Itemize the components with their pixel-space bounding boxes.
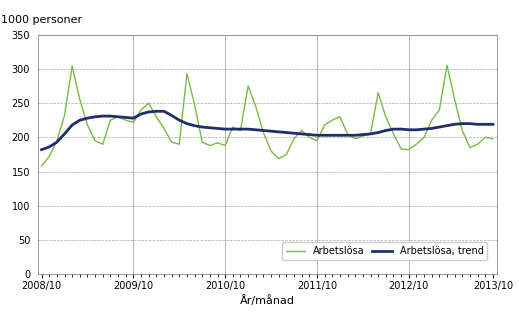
- Arbetslösa, trend: [161, 110, 167, 113]
- Arbetslösa, trend: [38, 148, 45, 152]
- Arbetslösa: [444, 64, 450, 67]
- Legend: Arbetslösa, Arbetslösa, trend: Arbetslösa, Arbetslösa, trend: [282, 242, 487, 260]
- Arbetslösa: [184, 72, 190, 76]
- X-axis label: År/månad: År/månad: [240, 295, 295, 306]
- Arbetslösa: [153, 115, 159, 119]
- Arbetslösa: [38, 164, 45, 168]
- Arbetslösa, trend: [199, 125, 206, 129]
- Arbetslösa, trend: [490, 122, 496, 126]
- Line: Arbetslösa, trend: Arbetslösa, trend: [42, 111, 493, 150]
- Line: Arbetslösa: Arbetslösa: [42, 66, 493, 166]
- Arbetslösa: [490, 137, 496, 141]
- Arbetslösa, trend: [329, 134, 335, 137]
- Arbetslösa, trend: [153, 110, 159, 113]
- Arbetslösa, trend: [176, 118, 182, 122]
- Arbetslösa: [321, 123, 327, 127]
- Arbetslösa, trend: [115, 115, 121, 119]
- Arbetslösa, trend: [192, 124, 198, 128]
- Arbetslösa: [169, 140, 175, 144]
- Arbetslösa: [115, 115, 121, 119]
- Arbetslösa: [192, 103, 198, 106]
- Text: 1000 personer: 1000 personer: [1, 15, 82, 25]
